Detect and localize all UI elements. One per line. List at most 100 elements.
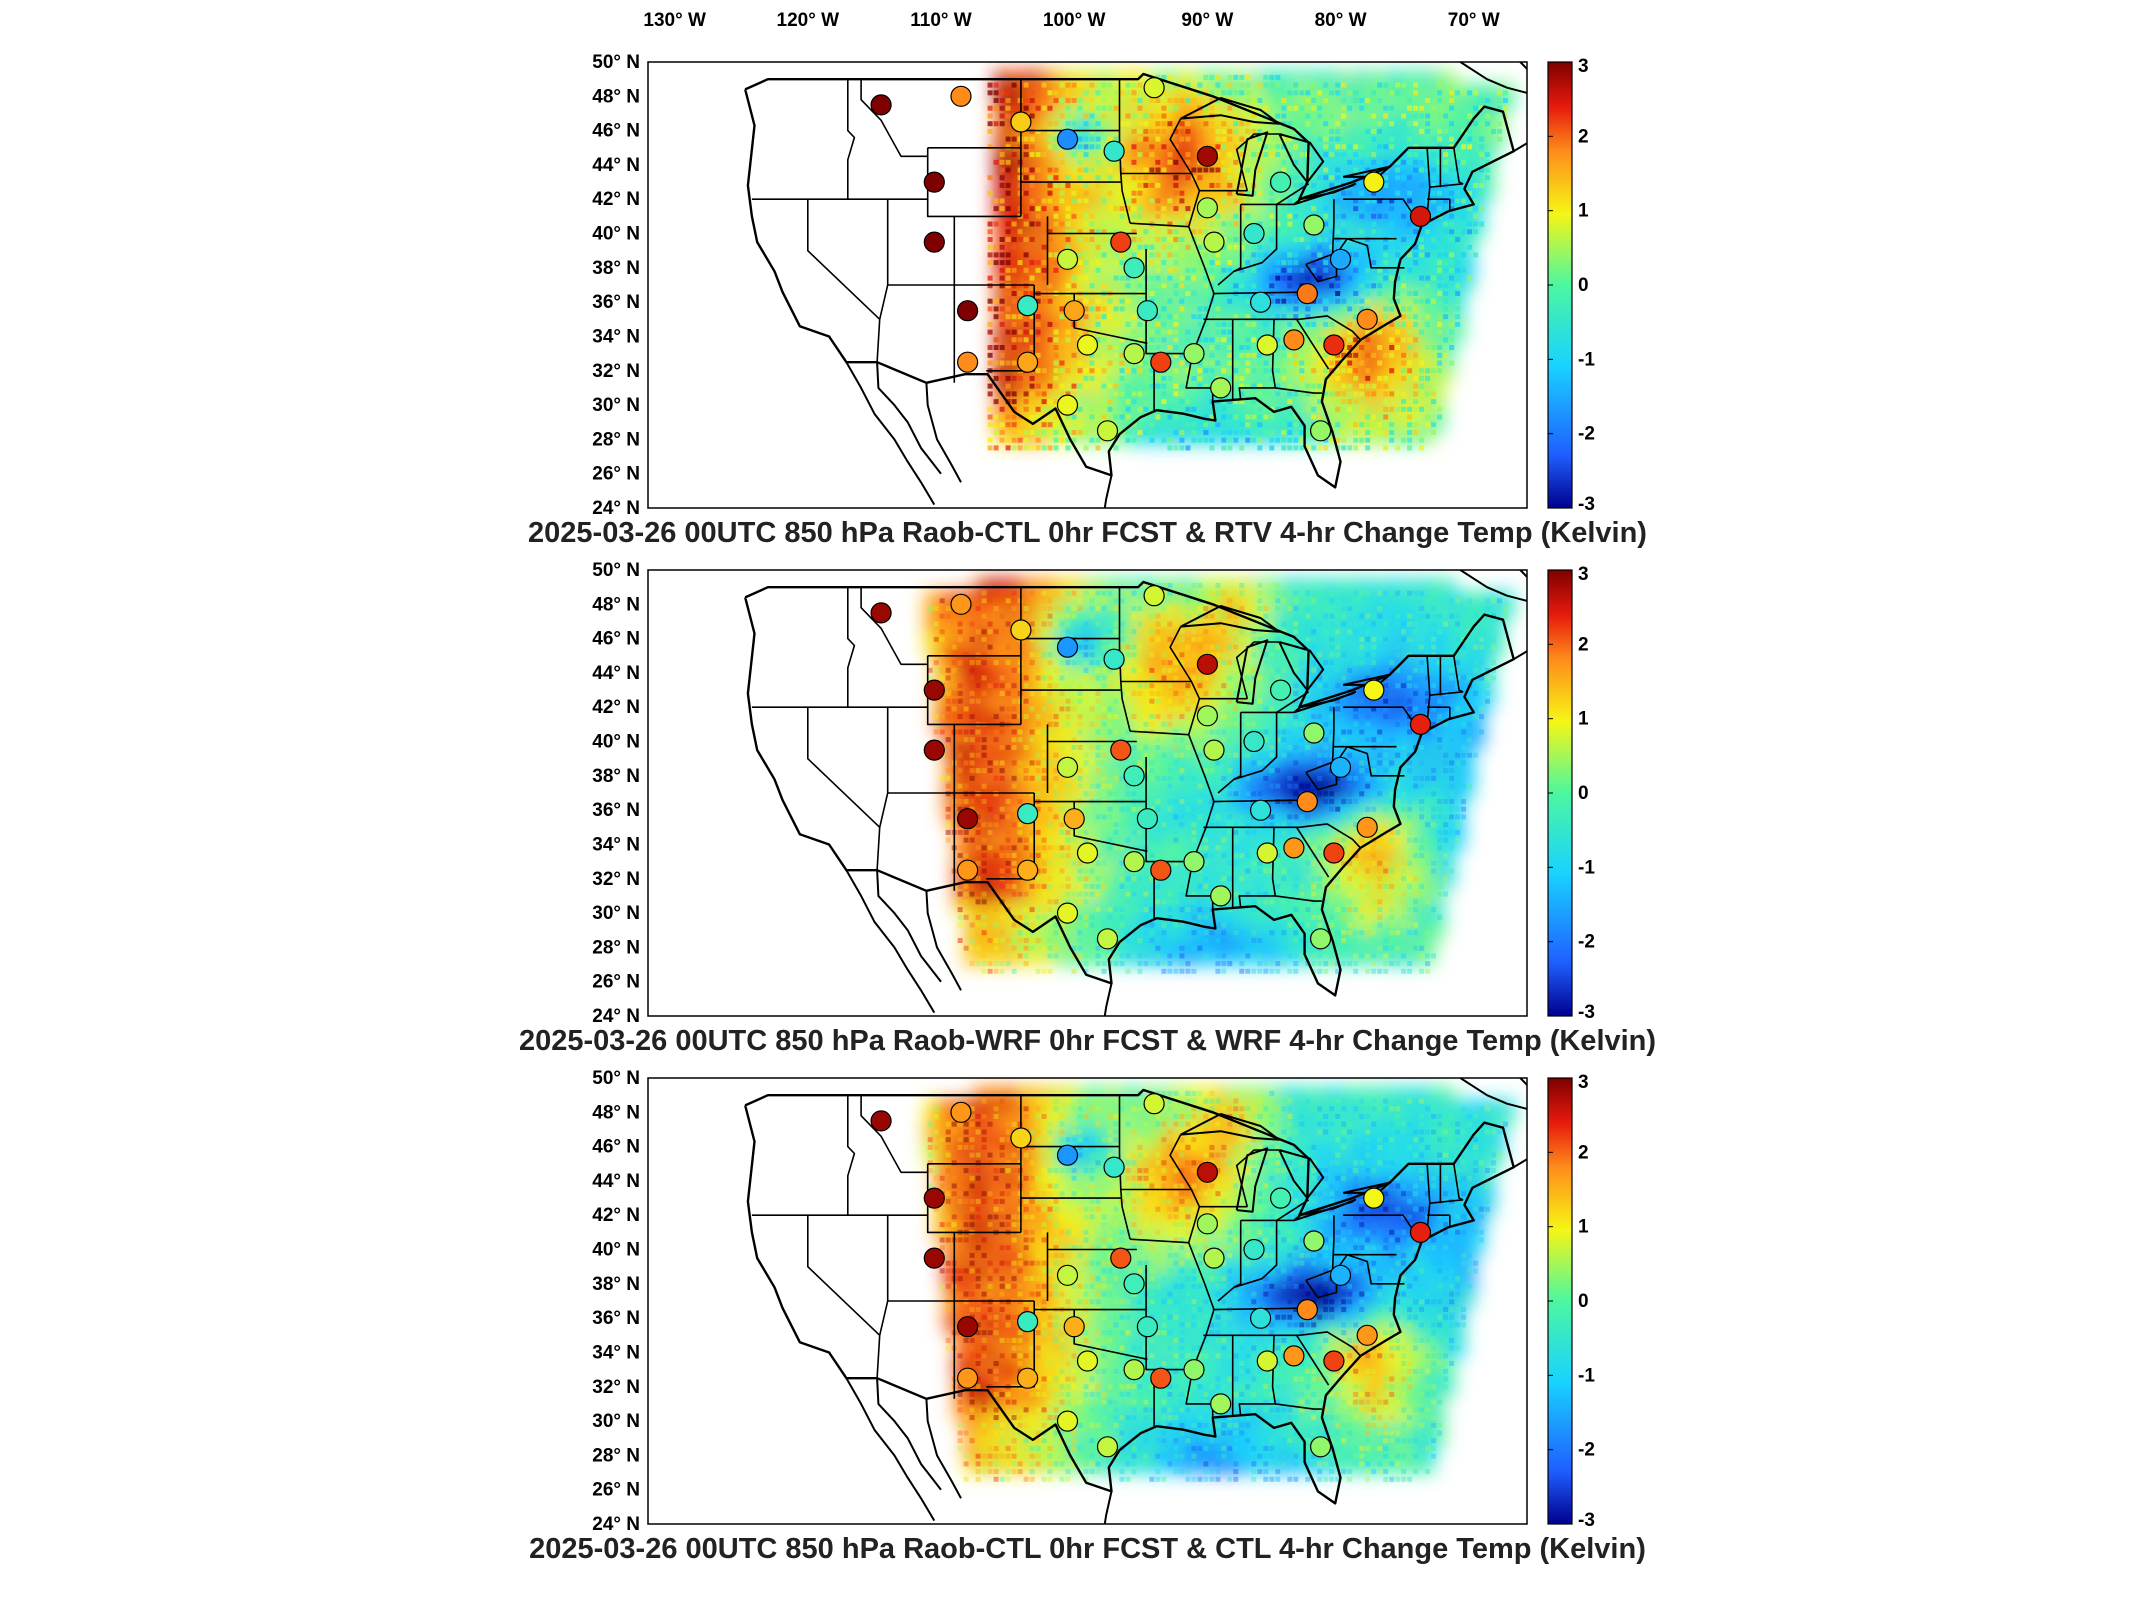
- raob-station-marker: [1010, 619, 1032, 641]
- lat-tick-label: 44° N: [592, 1171, 640, 1192]
- state-line: [807, 199, 881, 320]
- lake-outline: [1342, 1181, 1391, 1194]
- state-line: [1453, 147, 1464, 185]
- raob-station-marker: [1249, 799, 1272, 821]
- raob-station-marker: [1056, 636, 1079, 658]
- lat-tick-label: 36° N: [592, 292, 640, 313]
- lake-outline: [1180, 97, 1281, 125]
- raob-station-marker: [1103, 1156, 1125, 1178]
- lat-tick-label: 28° N: [592, 429, 640, 450]
- raob-station-marker: [1143, 77, 1165, 99]
- lat-tick-label: 46° N: [592, 121, 640, 142]
- lat-tick-label: 30° N: [592, 903, 640, 924]
- canada-coast: [1459, 1078, 1527, 1110]
- raob-station-marker: [1143, 585, 1165, 607]
- state-line: [1429, 183, 1464, 188]
- lat-tick-label: 32° N: [592, 869, 640, 890]
- colorbar-tick-label: -2: [1578, 424, 1595, 445]
- raob-station-marker: [1076, 334, 1099, 356]
- raob-station-marker: [1243, 222, 1265, 245]
- colorbar-tick-label: 0: [1578, 1291, 1589, 1312]
- raob-station-marker: [1363, 171, 1385, 193]
- raob-station-marker: [1150, 1367, 1172, 1389]
- raob-station-marker: [1150, 859, 1172, 881]
- raob-station-marker: [1196, 197, 1219, 219]
- raob-station-marker: [1249, 291, 1272, 313]
- state-line: [1276, 1199, 1310, 1222]
- raob-station-marker: [1256, 1350, 1278, 1372]
- colorbar-tick-label: 1: [1578, 201, 1589, 222]
- lat-tick-label: 50° N: [592, 560, 640, 581]
- raob-station-marker: [1309, 1436, 1332, 1458]
- state-line: [807, 1215, 881, 1336]
- latitude-axis: 50° N 48° N 46° N 44° N 42° N 40° N 38° N 36° N…: [592, 52, 640, 519]
- canada-coast: [1459, 62, 1527, 94]
- lake-outline: [1180, 605, 1281, 633]
- us-outline: [744, 72, 1515, 489]
- raob-station-marker: [1329, 248, 1352, 270]
- raob-station-marker: [1123, 343, 1145, 365]
- mexico-coast: [876, 362, 942, 475]
- raob-station-marker: [1136, 808, 1159, 830]
- mexico-coast: [876, 870, 942, 983]
- raob-station-marker: [1096, 1436, 1119, 1458]
- lake-outline: [1293, 1198, 1357, 1222]
- colorbar-tick-label: -2: [1578, 932, 1595, 953]
- lon-tick-label: 130° W: [643, 10, 706, 31]
- raob-station-marker: [870, 1110, 892, 1132]
- raob-station-marker: [1303, 1230, 1325, 1252]
- state-line: [1295, 826, 1330, 878]
- mexico-coast: [925, 890, 962, 991]
- lake-outline: [1278, 641, 1325, 692]
- colorbar: 3 2 1 0 -1 -2 -3: [1547, 564, 1595, 1023]
- colorbar-tick-label: 3: [1578, 1072, 1589, 1093]
- raob-station-marker: [1103, 140, 1125, 162]
- colorbar: 3 2 1 0 -1 -2 -3: [1547, 56, 1595, 515]
- raob-station-marker: [923, 231, 945, 253]
- raob-station-marker: [1016, 802, 1039, 825]
- raob-station-marker: [1110, 739, 1132, 761]
- colorbar-tick-label: -1: [1578, 349, 1595, 370]
- raob-station-marker: [1196, 1213, 1219, 1235]
- lat-tick-label: 26° N: [592, 464, 640, 485]
- raob-station-marker: [923, 679, 945, 701]
- map-frame: [647, 569, 1528, 1017]
- lake-outline: [1235, 639, 1269, 705]
- state-line: [1275, 895, 1322, 902]
- lat-tick-label: 42° N: [592, 1205, 640, 1226]
- temperature-field: [924, 578, 1515, 974]
- lat-tick-label: 30° N: [592, 1411, 640, 1432]
- lat-tick-label: 28° N: [592, 1445, 640, 1466]
- state-line: [1429, 691, 1464, 696]
- panel-title: 2025-03-26 00UTC 850 hPa Raob-WRF 0hr FC…: [519, 1025, 1656, 1057]
- colorbar-tick-label: -3: [1578, 1002, 1595, 1023]
- mexico-coast: [925, 1398, 962, 1499]
- state-line: [1169, 118, 1215, 402]
- raob-station-marker: [956, 300, 979, 322]
- lat-tick-label: 40° N: [592, 1240, 640, 1261]
- latitude-axis: 50° N 48° N 46° N 44° N 42° N 40° N 38° N 36° N…: [592, 1068, 640, 1535]
- map-frame: [647, 1077, 1528, 1525]
- lat-tick-label: 26° N: [592, 972, 640, 993]
- map-panel-3: 50° N 48° N 46° N 44° N 42° N 40° N 38° N 36° N…: [529, 1068, 1646, 1565]
- lake-outline: [1342, 165, 1391, 178]
- state-line: [847, 1095, 856, 1216]
- lat-tick-label: 30° N: [592, 395, 640, 416]
- raob-station-marker: [1210, 377, 1232, 399]
- state-line: [1275, 387, 1322, 394]
- raob-station-marker: [1356, 308, 1378, 330]
- panel-title: 2025-03-26 00UTC 850 hPa Raob-CTL 0hr FC…: [528, 517, 1647, 549]
- raob-station-marker: [1409, 1221, 1432, 1244]
- raob-station-marker: [1283, 1345, 1305, 1367]
- raob-station-marker: [1309, 928, 1332, 950]
- raob-station-marker: [1063, 1316, 1085, 1338]
- raob-station-marker: [1183, 343, 1205, 365]
- lon-tick-label: 80° W: [1315, 10, 1367, 31]
- state-line: [847, 79, 856, 200]
- colorbar-tick-label: 3: [1578, 564, 1589, 585]
- raob-station-marker: [1056, 1144, 1079, 1166]
- raob-station-marker: [1010, 111, 1032, 133]
- raob-station-marker: [1243, 730, 1265, 753]
- lat-tick-label: 24° N: [592, 498, 640, 519]
- raob-station-marker: [1203, 739, 1225, 761]
